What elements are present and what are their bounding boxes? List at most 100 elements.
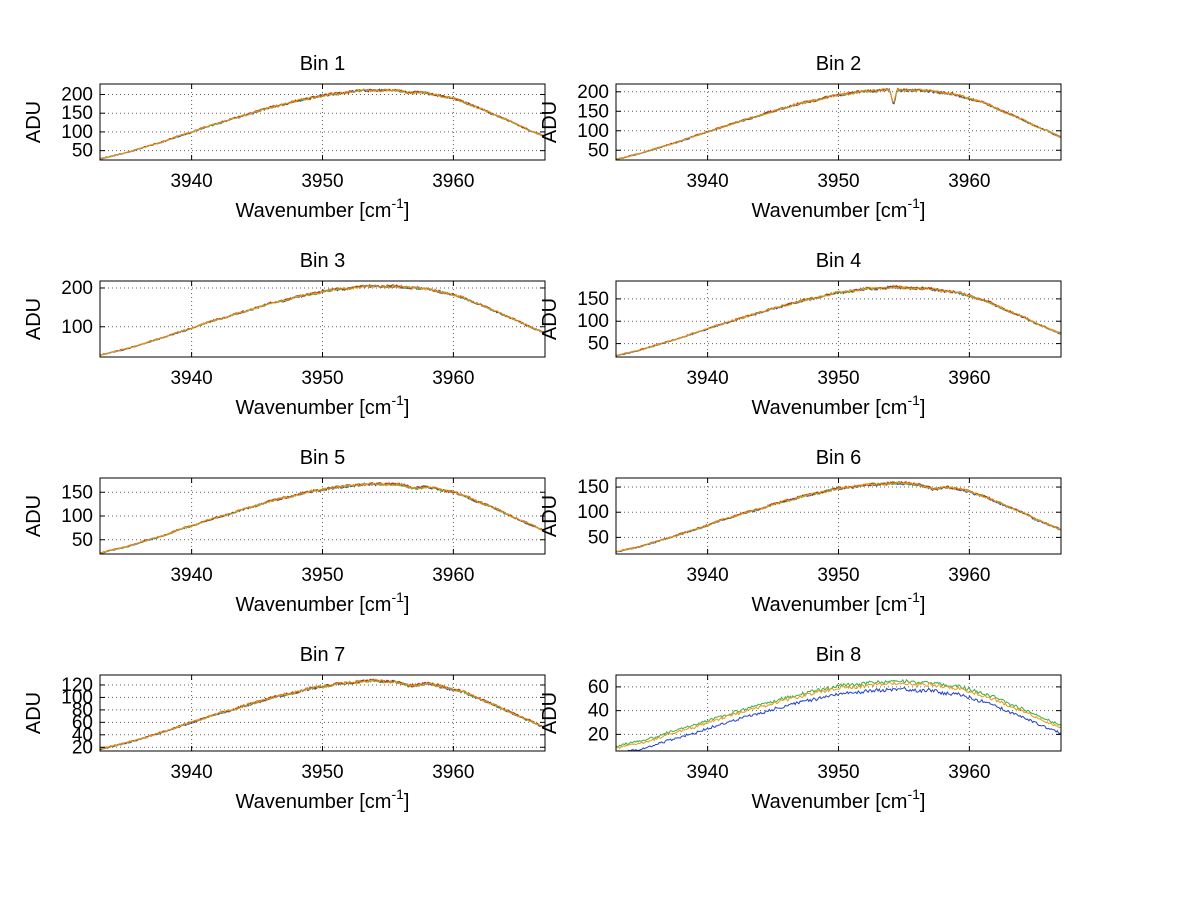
x-axis-label: Wavenumber [cm-1] bbox=[236, 195, 410, 222]
x-tick-label: 3940 bbox=[170, 565, 212, 586]
subplot-bin-2: Bin 2 50 100 150 200 3940 3950 3960 ADU Wavenumbe… bbox=[536, 50, 1096, 246]
y-tick-label: 100 bbox=[577, 311, 609, 332]
chart-line-blue bbox=[627, 687, 1061, 751]
y-tick-label: 60 bbox=[72, 712, 93, 733]
x-tick-label: 3960 bbox=[432, 565, 474, 586]
x-axis-label: Wavenumber [cm-1] bbox=[236, 589, 410, 616]
y-tick-label: 20 bbox=[72, 737, 93, 758]
y-tick-label: 80 bbox=[72, 700, 93, 721]
y-tick-label: 150 bbox=[577, 101, 609, 122]
subplot-bin-6: Bin 6 50 100 150 3940 3950 3960 ADU Wavenumber [… bbox=[536, 444, 1096, 640]
y-axis-label: ADU bbox=[539, 101, 561, 143]
chart-line-red bbox=[100, 283, 545, 356]
chart-line-green bbox=[616, 678, 1061, 748]
y-axis-label: ADU bbox=[23, 101, 45, 143]
subplot-bin-1: Bin 1 50 100 150 200 3940 3950 3960 ADU Wavenumbe… bbox=[20, 50, 580, 246]
chart-line-red bbox=[100, 678, 545, 750]
chart-canvas-bin-5: Bin 5 50 100 150 3940 3950 3960 ADU Wavenumber [… bbox=[23, 447, 546, 616]
x-tick-label: 3960 bbox=[948, 565, 990, 586]
y-tick-label: 100 bbox=[61, 506, 93, 527]
chart-line-blue bbox=[100, 284, 545, 356]
y-axis-label: ADU bbox=[539, 692, 561, 734]
chart-line-orange bbox=[100, 284, 545, 356]
y-tick-label: 100 bbox=[61, 317, 93, 338]
x-tick-label: 3950 bbox=[301, 171, 343, 192]
x-tick-label: 3950 bbox=[301, 565, 343, 586]
y-axis-label: ADU bbox=[539, 298, 561, 340]
chart-title: Bin 1 bbox=[300, 53, 346, 75]
chart-line-orange bbox=[100, 481, 545, 554]
chart-title: Bin 3 bbox=[300, 250, 346, 272]
x-tick-label: 3940 bbox=[170, 762, 212, 783]
y-tick-label: 50 bbox=[588, 334, 609, 355]
y-tick-label: 150 bbox=[61, 103, 93, 124]
chart-title: Bin 6 bbox=[816, 447, 862, 469]
chart-title: Bin 2 bbox=[816, 53, 862, 75]
x-tick-label: 3950 bbox=[817, 171, 859, 192]
y-tick-label: 40 bbox=[588, 701, 609, 722]
x-tick-label: 3960 bbox=[432, 368, 474, 389]
subplot-bin-3: Bin 3 100 200 3940 3950 3960 ADU Wavenumber [cm… bbox=[20, 247, 580, 443]
chart-title: Bin 7 bbox=[300, 644, 346, 666]
chart-line-orange bbox=[616, 681, 1061, 750]
y-tick-label: 150 bbox=[577, 289, 609, 310]
x-axis-label: Wavenumber [cm-1] bbox=[752, 392, 926, 419]
x-tick-label: 3940 bbox=[170, 368, 212, 389]
x-tick-label: 3960 bbox=[948, 762, 990, 783]
y-tick-label: 200 bbox=[61, 84, 93, 105]
x-tick-label: 3940 bbox=[686, 368, 728, 389]
x-tick-label: 3940 bbox=[686, 762, 728, 783]
chart-line-red bbox=[100, 88, 545, 160]
chart-title: Bin 4 bbox=[816, 250, 862, 272]
y-tick-label: 50 bbox=[72, 530, 93, 551]
y-tick-label: 100 bbox=[577, 121, 609, 142]
x-tick-label: 3960 bbox=[948, 368, 990, 389]
x-tick-label: 3940 bbox=[686, 171, 728, 192]
x-tick-label: 3960 bbox=[948, 171, 990, 192]
x-tick-label: 3950 bbox=[817, 762, 859, 783]
x-tick-label: 3950 bbox=[301, 368, 343, 389]
subplot-bin-4: Bin 4 50 100 150 3940 3950 3960 ADU Wavenumber [… bbox=[536, 247, 1096, 443]
x-tick-label: 3960 bbox=[432, 171, 474, 192]
chart-line-red bbox=[616, 480, 1061, 552]
y-tick-label: 200 bbox=[577, 82, 609, 103]
x-axis-label: Wavenumber [cm-1] bbox=[752, 195, 926, 222]
chart-line-green bbox=[616, 480, 1061, 553]
y-axis-label: ADU bbox=[23, 298, 45, 340]
y-axis-label: ADU bbox=[23, 692, 45, 734]
x-tick-label: 3950 bbox=[817, 565, 859, 586]
x-tick-label: 3950 bbox=[301, 762, 343, 783]
chart-line-blue bbox=[616, 482, 1061, 553]
y-tick-label: 60 bbox=[588, 677, 609, 698]
chart-title: Bin 8 bbox=[816, 644, 862, 666]
y-tick-label: 120 bbox=[61, 675, 93, 696]
x-tick-label: 3940 bbox=[686, 565, 728, 586]
chart-canvas-bin-3: Bin 3 100 200 3940 3950 3960 ADU Wavenumber [cm… bbox=[23, 250, 546, 419]
chart-line-orange bbox=[616, 285, 1061, 357]
y-axis-label: ADU bbox=[539, 495, 561, 537]
chart-canvas-bin-6: Bin 6 50 100 150 3940 3950 3960 ADU Wavenumber [… bbox=[539, 447, 1062, 616]
y-tick-label: 100 bbox=[61, 687, 93, 708]
y-tick-label: 150 bbox=[577, 477, 609, 498]
chart-line-orange bbox=[100, 88, 545, 160]
x-tick-label: 3960 bbox=[432, 762, 474, 783]
x-axis-label: Wavenumber [cm-1] bbox=[752, 786, 926, 813]
y-tick-label: 50 bbox=[72, 141, 93, 162]
y-tick-label: 40 bbox=[72, 725, 93, 746]
y-tick-label: 100 bbox=[61, 122, 93, 143]
y-axis-label: ADU bbox=[23, 495, 45, 537]
y-tick-label: 20 bbox=[588, 724, 609, 745]
y-tick-label: 150 bbox=[61, 482, 93, 503]
chart-line-green bbox=[100, 284, 545, 356]
x-tick-label: 3940 bbox=[170, 171, 212, 192]
subplot-bin-7: Bin 7 20 40 60 80 100 120 3940 3950 3960 ADU Wavenu… bbox=[20, 641, 580, 837]
x-tick-label: 3950 bbox=[817, 368, 859, 389]
chart-line-orange bbox=[100, 679, 545, 750]
y-tick-label: 100 bbox=[577, 502, 609, 523]
